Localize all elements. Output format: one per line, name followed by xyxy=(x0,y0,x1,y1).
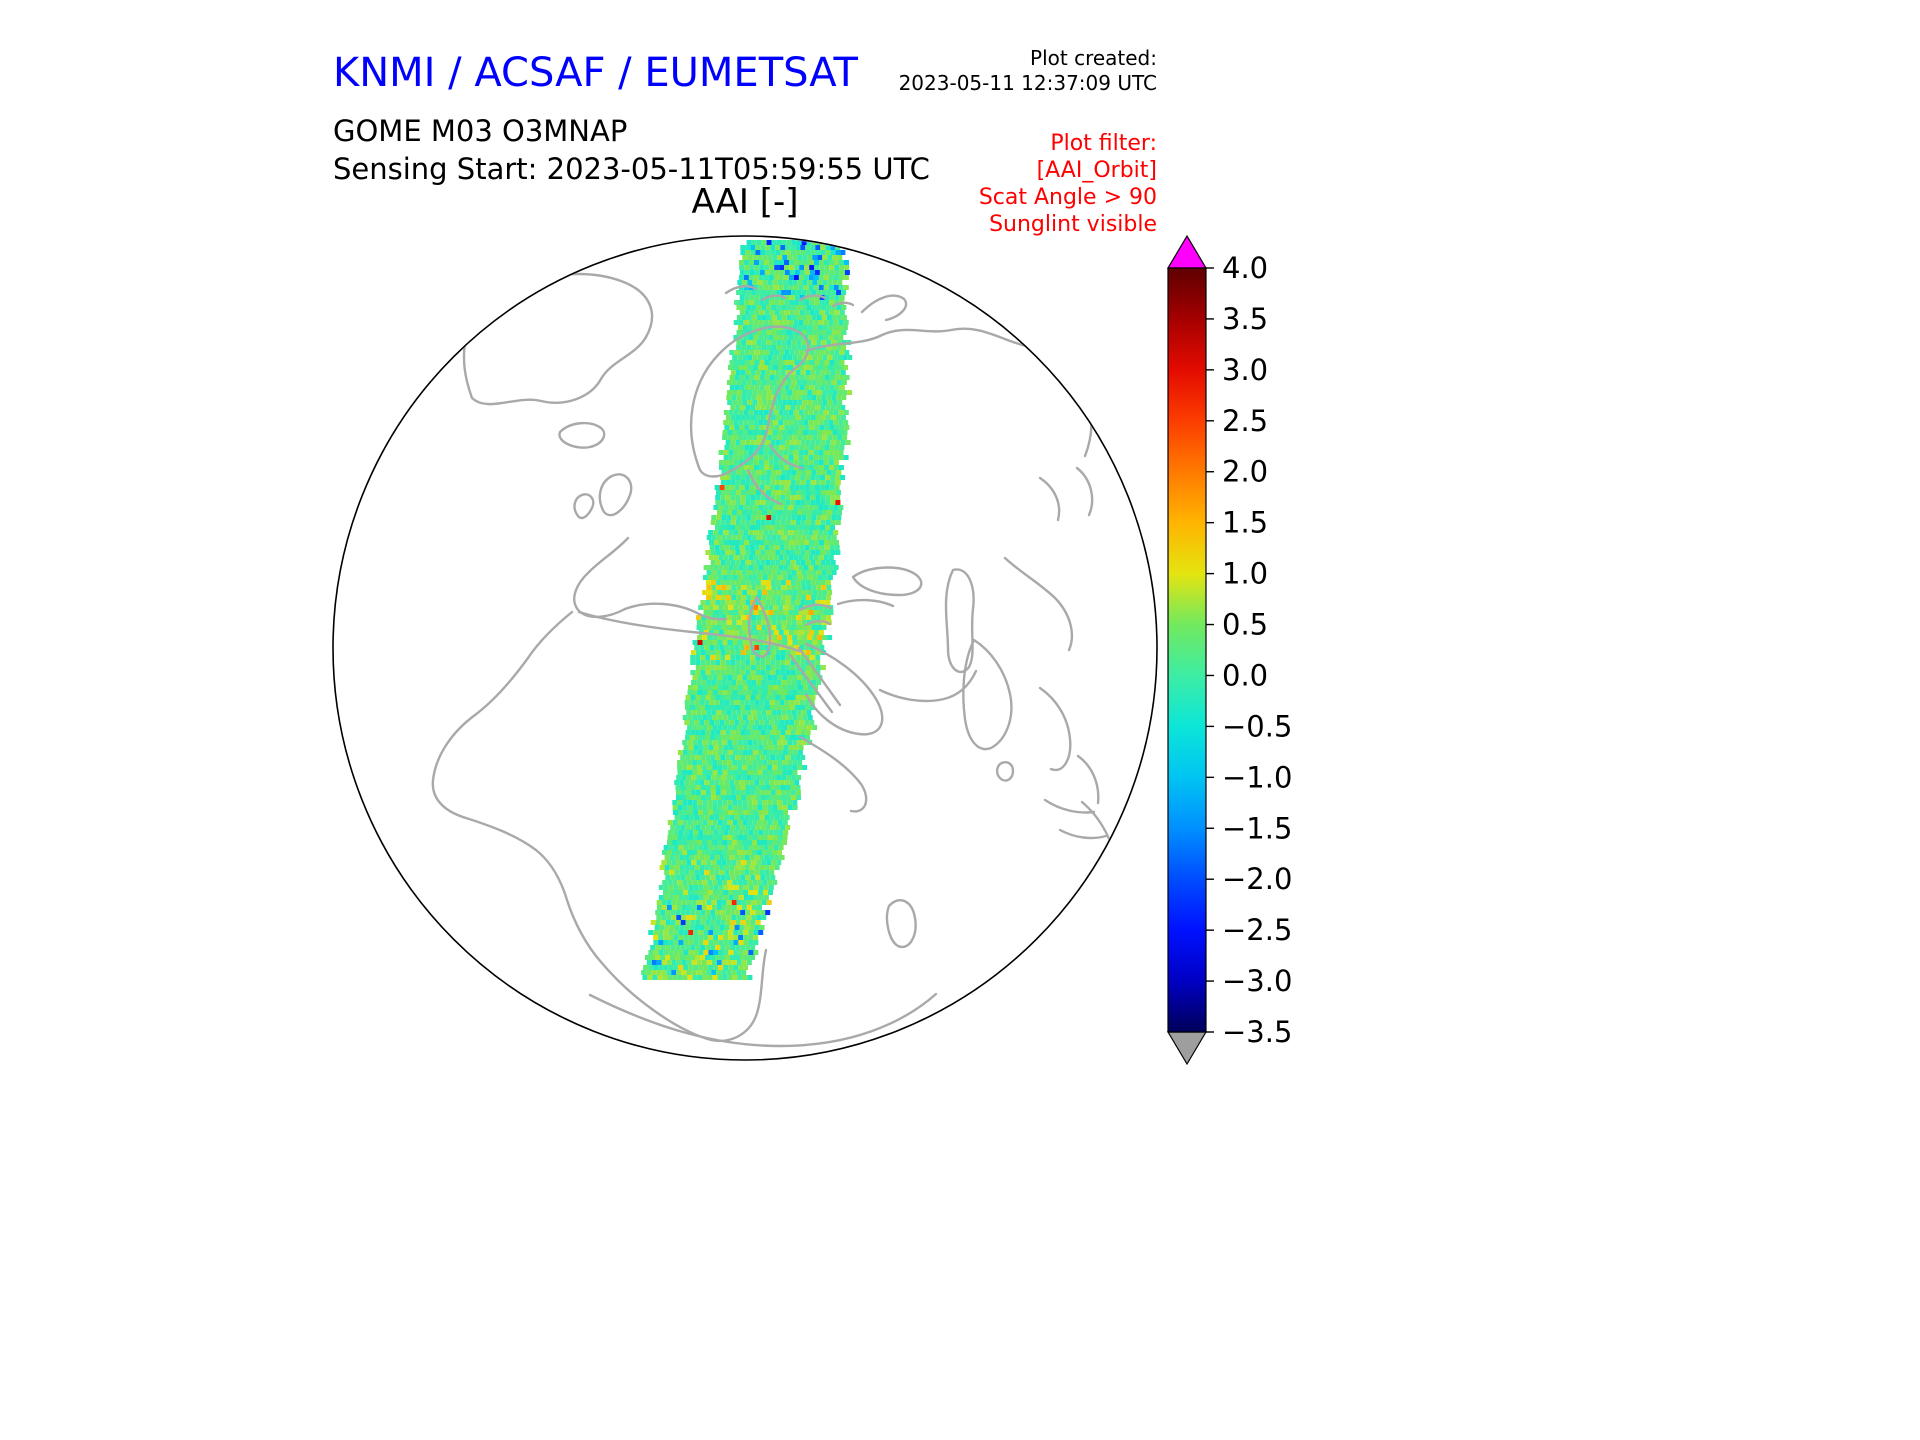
filter-line: Sunglint visible xyxy=(989,212,1157,237)
colorbar-tick-label: 2.0 xyxy=(1222,455,1268,489)
colorbar-tick-label: −3.0 xyxy=(1222,964,1292,998)
filter-line: Scat Angle > 90 xyxy=(978,185,1157,210)
colorbar-tick-label: −2.0 xyxy=(1222,862,1292,896)
colorbar-over-arrow xyxy=(1166,234,1208,269)
product-name: GOME M03 O3MNAP xyxy=(333,114,628,148)
colorbar-tick-label: 1.5 xyxy=(1222,506,1268,540)
colorbar-tick-label: −1.0 xyxy=(1222,760,1292,794)
satellite-swath xyxy=(641,240,853,980)
filter-line: Plot filter: xyxy=(1050,131,1157,156)
plot-created: Plot created: 2023-05-11 12:37:09 UTC xyxy=(899,46,1157,96)
colorbar-gradient xyxy=(1167,267,1207,1033)
colorbar-tick-label: −1.5 xyxy=(1222,811,1292,845)
colorbar-tick-label: −3.5 xyxy=(1222,1015,1292,1049)
plot-created-value: 2023-05-11 12:37:09 UTC xyxy=(898,71,1157,95)
colorbar-tick-label: 0.5 xyxy=(1222,608,1268,642)
colorbar-tick-label: 1.0 xyxy=(1222,557,1268,591)
colorbar-tick-label: −2.5 xyxy=(1222,913,1292,947)
plot-created-label: Plot created: xyxy=(1030,46,1157,70)
sensing-start: Sensing Start: 2023-05-11T05:59:55 UTC xyxy=(333,152,930,186)
org-title: KNMI / ACSAF / EUMETSAT xyxy=(333,50,858,96)
colorbar-tick-label: 3.0 xyxy=(1222,353,1268,387)
colorbar-tick-label: −0.5 xyxy=(1222,709,1292,743)
filter-line: [AAI_Orbit] xyxy=(1036,158,1157,183)
colorbar-tick-label: 4.0 xyxy=(1222,251,1268,285)
colorbar: 4.0 3.5 3.0 2.5 2.0 1.5 1.0 0.5 0.0 −0.5 −1.0 −1.5 −… xyxy=(1166,234,1292,1066)
colorbar-tick-label: 0.0 xyxy=(1222,658,1268,692)
plot-filter: Plot filter: [AAI_Orbit] Scat Angle > 90… xyxy=(979,130,1157,238)
plot-title: AAI [-] xyxy=(691,182,799,222)
colorbar-under-arrow xyxy=(1166,1031,1208,1066)
colorbar-tick-label: 2.5 xyxy=(1222,404,1268,438)
colorbar-tick-label: 3.5 xyxy=(1222,302,1268,336)
globe-outline xyxy=(332,235,1158,1061)
